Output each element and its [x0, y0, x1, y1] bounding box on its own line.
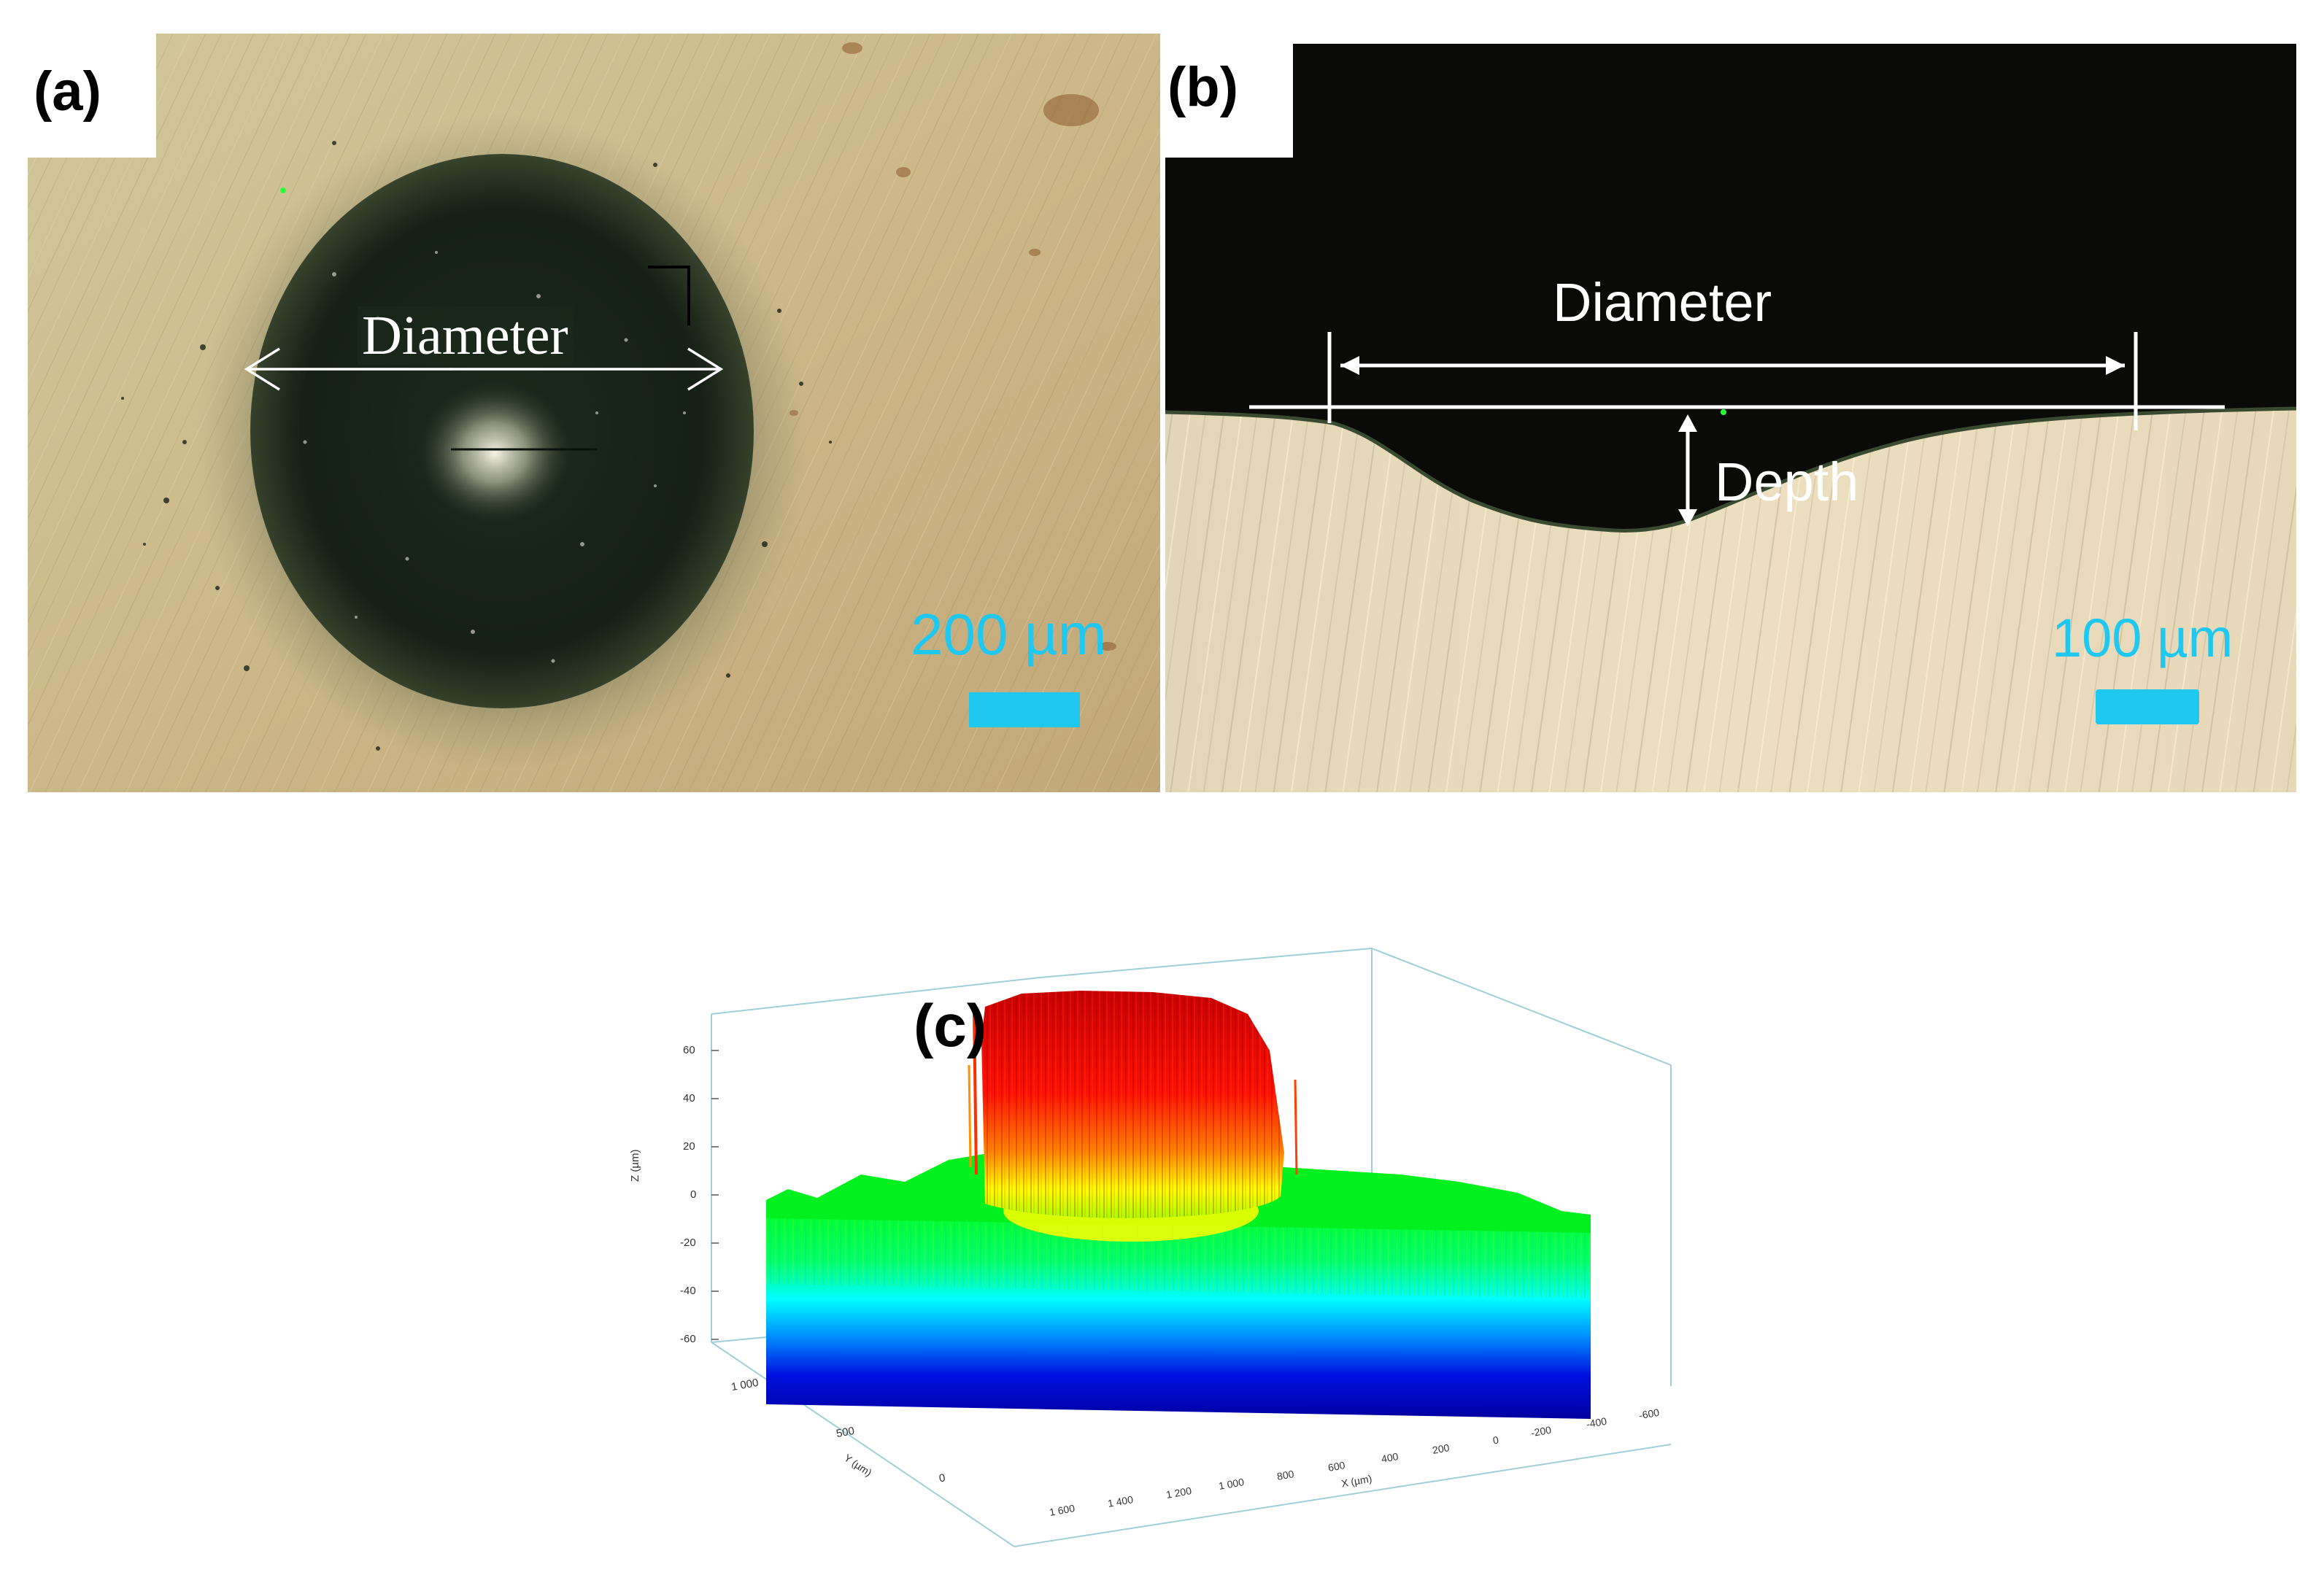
- z-tick: 20: [683, 1140, 695, 1153]
- panel-a-image: [28, 34, 1160, 792]
- diameter-label: Diameter: [358, 306, 573, 365]
- scale-bar: [2096, 689, 2199, 724]
- scale-bar-label: 100 µm: [2052, 608, 2234, 668]
- z-tick: 40: [683, 1092, 695, 1104]
- z-tick: -40: [680, 1285, 696, 1297]
- z-tick: -20: [680, 1237, 696, 1249]
- diameter-arrow: [1327, 332, 2138, 430]
- surface-plot-3d: [711, 948, 1672, 1547]
- diameter-label: Diameter: [1553, 272, 1772, 333]
- depth-arrow: [1678, 414, 1697, 527]
- z-tick: -60: [680, 1333, 696, 1345]
- z-tick: 0: [690, 1188, 697, 1201]
- scale-bar-label: 200 µm: [911, 602, 1107, 667]
- panel-a-micrograph: [28, 34, 1160, 792]
- panel-c-3d-profile: [642, 934, 1693, 1554]
- depth-label: Depth: [1715, 452, 1859, 512]
- scale-bar: [969, 692, 1080, 727]
- z-axis-label: Z (µm): [629, 1149, 641, 1182]
- diameter-arrow: [244, 347, 724, 391]
- z-tick: 60: [683, 1044, 695, 1056]
- panel-c-label: (c): [914, 993, 987, 1059]
- panel-b-cross-section: [1165, 44, 2296, 792]
- panel-a-label: (a): [28, 34, 156, 158]
- panel-b-label: (b): [1160, 34, 1293, 158]
- panel-b-image: [1165, 44, 2296, 792]
